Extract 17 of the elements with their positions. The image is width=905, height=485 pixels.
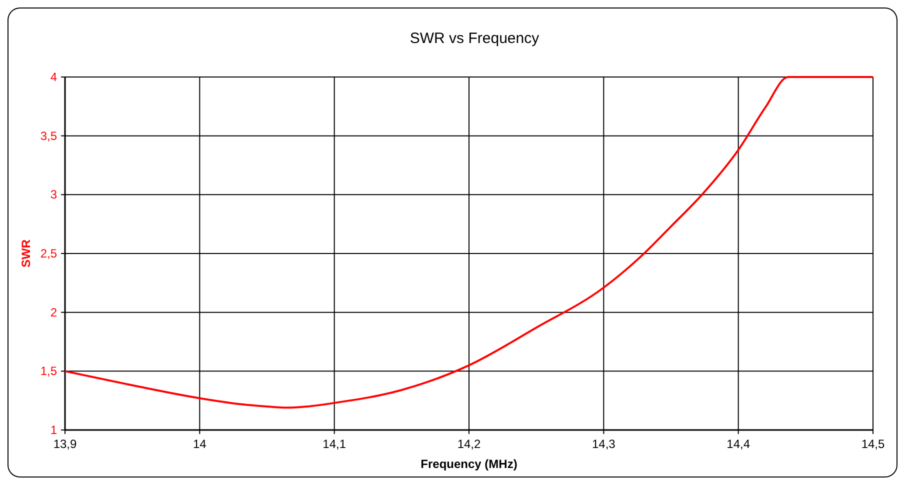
x-tick-label: 14,1 [322,437,346,451]
y-tick-label: 1,5 [40,364,58,378]
x-tick-label: 14 [192,437,207,451]
x-tick-label: 14,5 [861,437,885,451]
y-tick-label: 4 [50,70,58,84]
chart-title: SWR vs Frequency [410,30,540,47]
y-axis-title: SWR [19,239,33,268]
x-axis-title: Frequency (MHz) [420,457,518,471]
x-tick-label: 14,4 [726,437,750,451]
y-tick-label: 3,5 [40,128,58,143]
x-tick-label: 13,9 [53,437,77,451]
y-tick-label: 2,5 [40,246,58,260]
y-tick-label: 3 [50,188,58,202]
x-tick-label: 14,3 [592,437,616,451]
x-tick-label: 14,2 [457,437,481,451]
y-tick-label: 2 [50,305,58,320]
y-tick-label: 1 [50,423,58,437]
